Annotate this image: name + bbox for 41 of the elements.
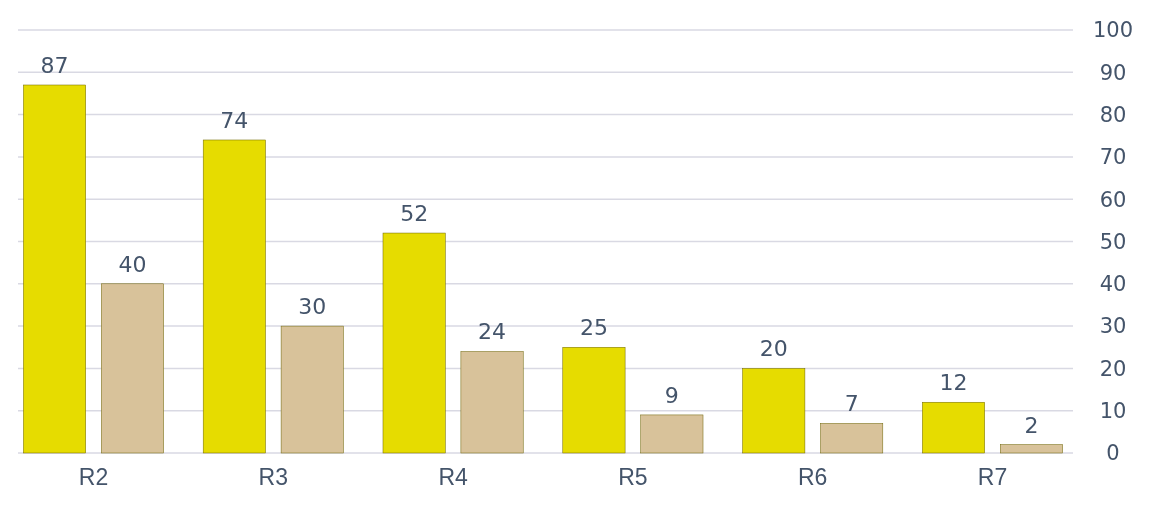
- bar: [280, 325, 344, 454]
- x-tick-label: R4: [438, 464, 469, 490]
- bar: [562, 347, 626, 454]
- y-tick-label: 50: [1099, 229, 1127, 254]
- bar: [742, 368, 806, 454]
- bar: [460, 351, 524, 454]
- data-label: 2: [1024, 412, 1039, 438]
- y-tick-label: 80: [1099, 102, 1127, 127]
- y-tick-label: 20: [1099, 356, 1127, 381]
- data-label: 87: [40, 52, 69, 78]
- data-label: 7: [844, 391, 859, 417]
- bar: [640, 414, 704, 454]
- data-label: 12: [939, 370, 968, 396]
- bar: [101, 283, 164, 454]
- x-tick-label: R2: [78, 464, 109, 490]
- data-label: 74: [220, 107, 249, 133]
- bar: [922, 401, 985, 454]
- y-tick-label: 30: [1099, 314, 1127, 339]
- x-tick-label: R3: [258, 464, 289, 490]
- data-label: 24: [478, 319, 507, 345]
- y-tick-label: 70: [1099, 145, 1127, 170]
- bar: [820, 423, 884, 454]
- data-label: 52: [400, 201, 429, 227]
- x-tick-label: R7: [977, 464, 1008, 490]
- data-label: 9: [664, 382, 679, 408]
- bar: [382, 232, 446, 454]
- data-label: 30: [298, 294, 327, 320]
- bar: [23, 84, 86, 454]
- bar: [1000, 444, 1063, 454]
- y-tick-label: 10: [1099, 399, 1127, 424]
- bar: [202, 139, 266, 454]
- x-tick-label: R6: [797, 464, 828, 490]
- y-tick-label: 90: [1099, 60, 1127, 85]
- x-tick-label: R5: [618, 464, 648, 490]
- y-tick-label: 100: [1092, 18, 1134, 43]
- y-tick-label: 60: [1099, 187, 1127, 212]
- y-tick-label: 0: [1106, 441, 1120, 466]
- data-label: 20: [759, 336, 788, 362]
- data-label: 40: [118, 251, 147, 277]
- data-label: 25: [579, 315, 608, 341]
- y-tick-label: 40: [1099, 272, 1127, 297]
